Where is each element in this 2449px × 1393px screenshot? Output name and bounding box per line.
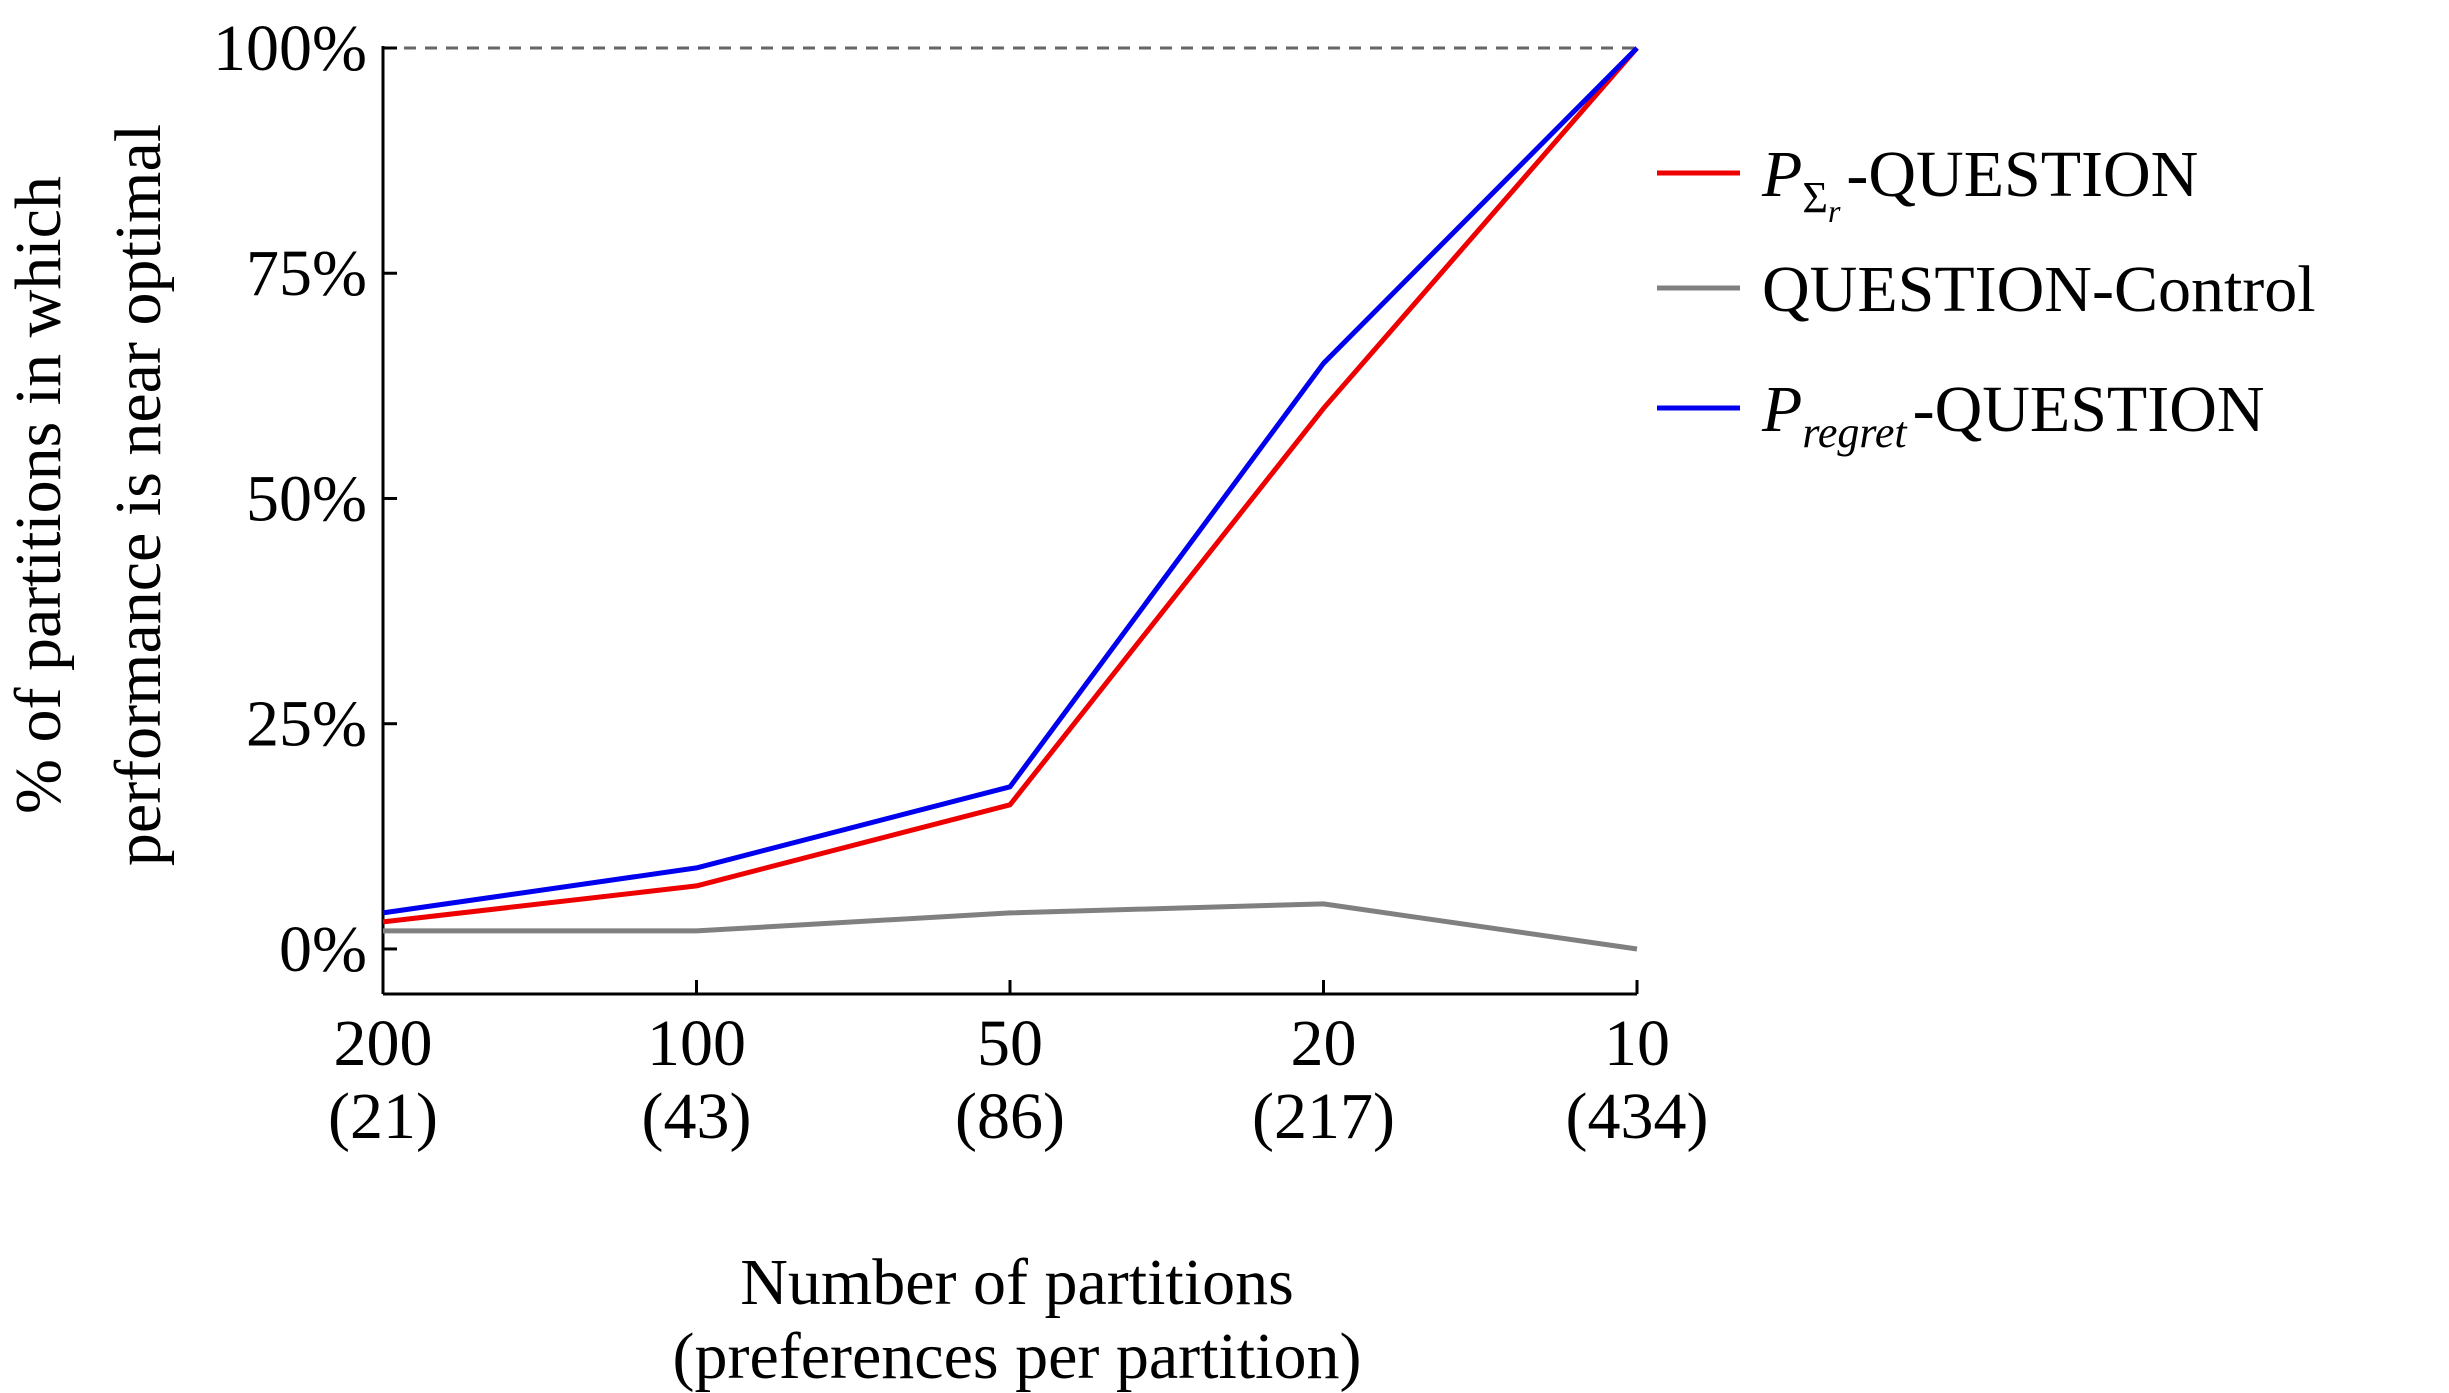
x-tick-label-bottom-3: (217) [1252,1080,1395,1153]
legend-label-suffix-regret: -QUESTION [1913,373,2265,446]
x-axis-title-line-2: (preferences per partition) [673,1320,1362,1393]
series-line-sigma [382,46,1639,925]
legend-item-control: QUESTION-Control [1657,253,2316,326]
series-line-regret [382,46,1639,916]
x-axis-title: Number of partitions (preferences per pa… [673,1246,1362,1393]
y-axis-title-line-1: % of partitions in which [2,176,75,814]
x-tick-label-top-1: 100 [647,1007,746,1080]
x-tick-label-bottom-2: (86) [955,1080,1065,1153]
legend-label-main-sigma: P [1761,138,1802,211]
legend-label-sub-regret: regret [1802,408,1908,457]
y-tick-label-2: 50% [246,462,367,535]
x-tick-label-bottom-0: (21) [328,1080,438,1153]
x-tick-label-top-3: 20 [1291,1007,1357,1080]
legend-label-subsub-sigma: r [1828,193,1841,229]
y-axis-title-line-2: performance is near optimal [102,124,175,866]
y-axis-title: % of partitions in which performance is … [2,124,175,866]
x-tick-label-top-0: 200 [334,1007,433,1080]
legend-item-regret: Pregret-QUESTION [1657,373,2265,457]
x-tick-label-bottom-1: (43) [642,1080,752,1153]
y-tick-label-3: 75% [246,237,367,310]
legend-label-regret: Pregret-QUESTION [1761,373,2265,457]
legend-label-sigma: PΣr-QUESTION [1761,138,2198,229]
plot-area: 0% 25% 50% 75% 100% 200(21) 100(43) 50(86) 20(21… [213,12,1708,1153]
legend-label-suffix-sigma: -QUESTION [1846,138,2198,211]
x-tick-label-bottom-4: (434) [1566,1080,1709,1153]
y-tick-label-4: 100% [213,12,367,85]
legend-label-main-regret: P [1761,373,1802,446]
x-tick-label-top-4: 10 [1604,1007,1670,1080]
series-line-control [383,901,1638,952]
x-tick-label-top-2: 50 [977,1007,1043,1080]
y-tick-label-0: 0% [279,913,367,986]
legend-item-sigma: PΣr-QUESTION [1657,138,2198,229]
y-tick-label-1: 25% [246,688,367,761]
x-axis-title-line-1: Number of partitions [740,1246,1294,1319]
legend-label-control: QUESTION-Control [1762,253,2316,326]
legend-label-sub-sigma: Σ [1802,173,1828,222]
legend: PΣr-QUESTIONQUESTION-ControlPregret-QUES… [1657,138,2316,457]
